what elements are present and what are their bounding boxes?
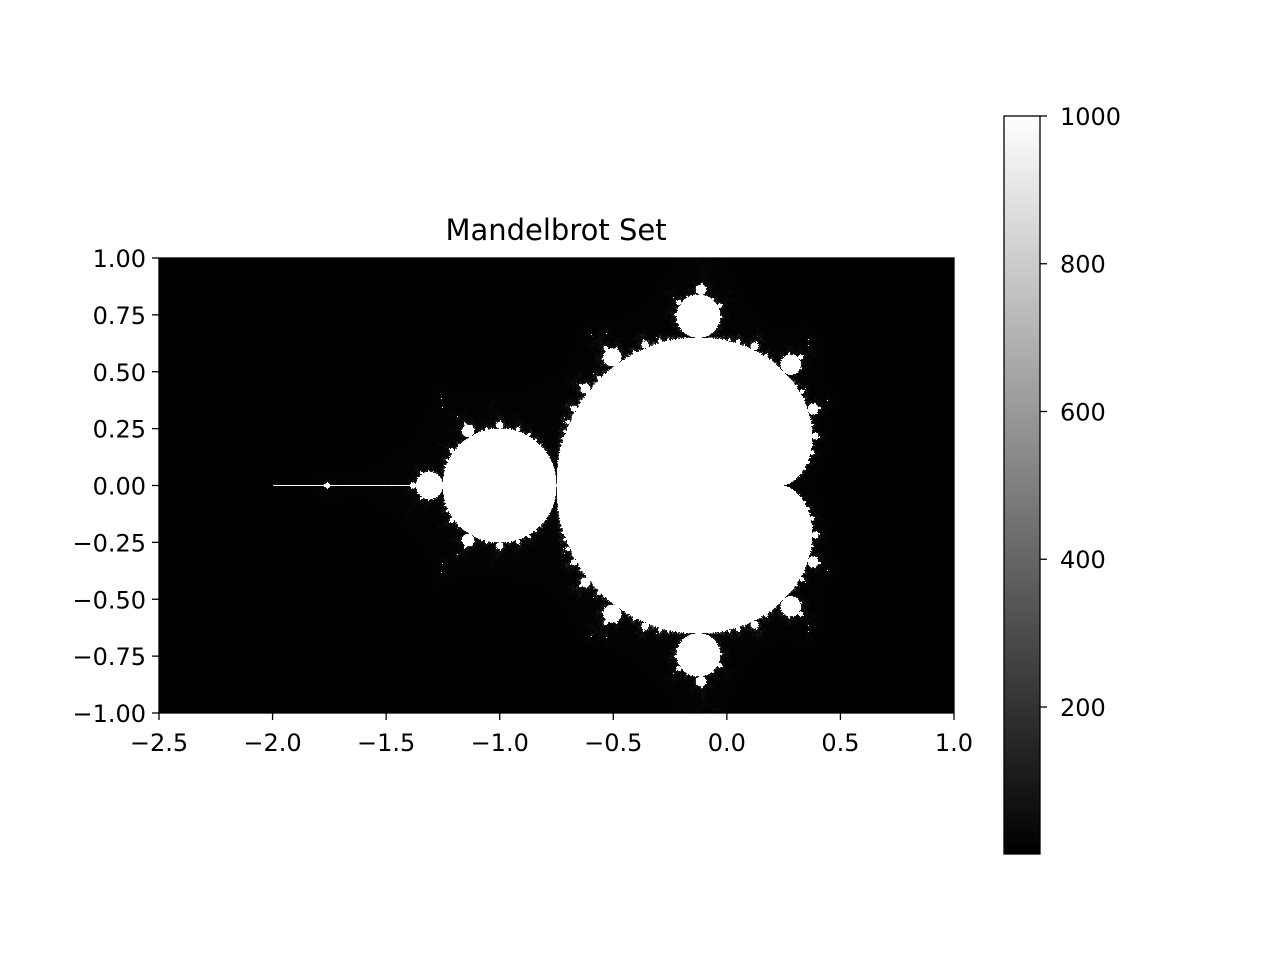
x-tick-label: 1.0: [935, 729, 973, 757]
colorbar-frame: [1003, 115, 1041, 855]
x-tick-label: −2.0: [243, 729, 301, 757]
x-axis: −2.5 −2.0 −1.5 −1.0 −0.5 0.0 0.5 1.0: [130, 713, 973, 757]
chart-title: Mandelbrot Set: [445, 213, 666, 247]
colorbar-gradient: [1004, 116, 1040, 854]
y-tick-label: 1.00: [93, 245, 146, 273]
y-tick-label: −0.75: [72, 643, 146, 671]
plot-frame: [158, 257, 955, 714]
x-tick-label: −2.5: [130, 729, 188, 757]
colorbar-tick-label: 400: [1060, 546, 1106, 574]
y-tick-label: −0.25: [72, 529, 146, 557]
x-tick-label: −1.5: [357, 729, 415, 757]
colorbar-tick-label: 600: [1060, 398, 1106, 426]
y-tick-label: −1.00: [72, 700, 146, 728]
y-tick-label: 0.50: [93, 359, 146, 387]
y-tick-label: 0.75: [93, 302, 146, 330]
colorbar-tick-label: 200: [1060, 694, 1106, 722]
mandelbrot-image: [159, 258, 954, 713]
y-axis: 1.00 0.75 0.50 0.25 0.00 −0.25 −0.50 −0.75 −1.00: [72, 245, 159, 728]
y-tick-label: −0.50: [72, 586, 146, 614]
colorbar-tick-label: 800: [1060, 251, 1106, 279]
colorbar-axis: 200 400 600 800 1000: [1040, 103, 1121, 722]
x-tick-label: −0.5: [584, 729, 642, 757]
x-tick-label: −1.0: [471, 729, 529, 757]
x-tick-label: 0.0: [708, 729, 746, 757]
x-tick-label: 0.5: [821, 729, 859, 757]
y-tick-label: 0.00: [93, 473, 146, 501]
colorbar-tick-label: 1000: [1060, 103, 1121, 131]
y-tick-label: 0.25: [93, 416, 146, 444]
